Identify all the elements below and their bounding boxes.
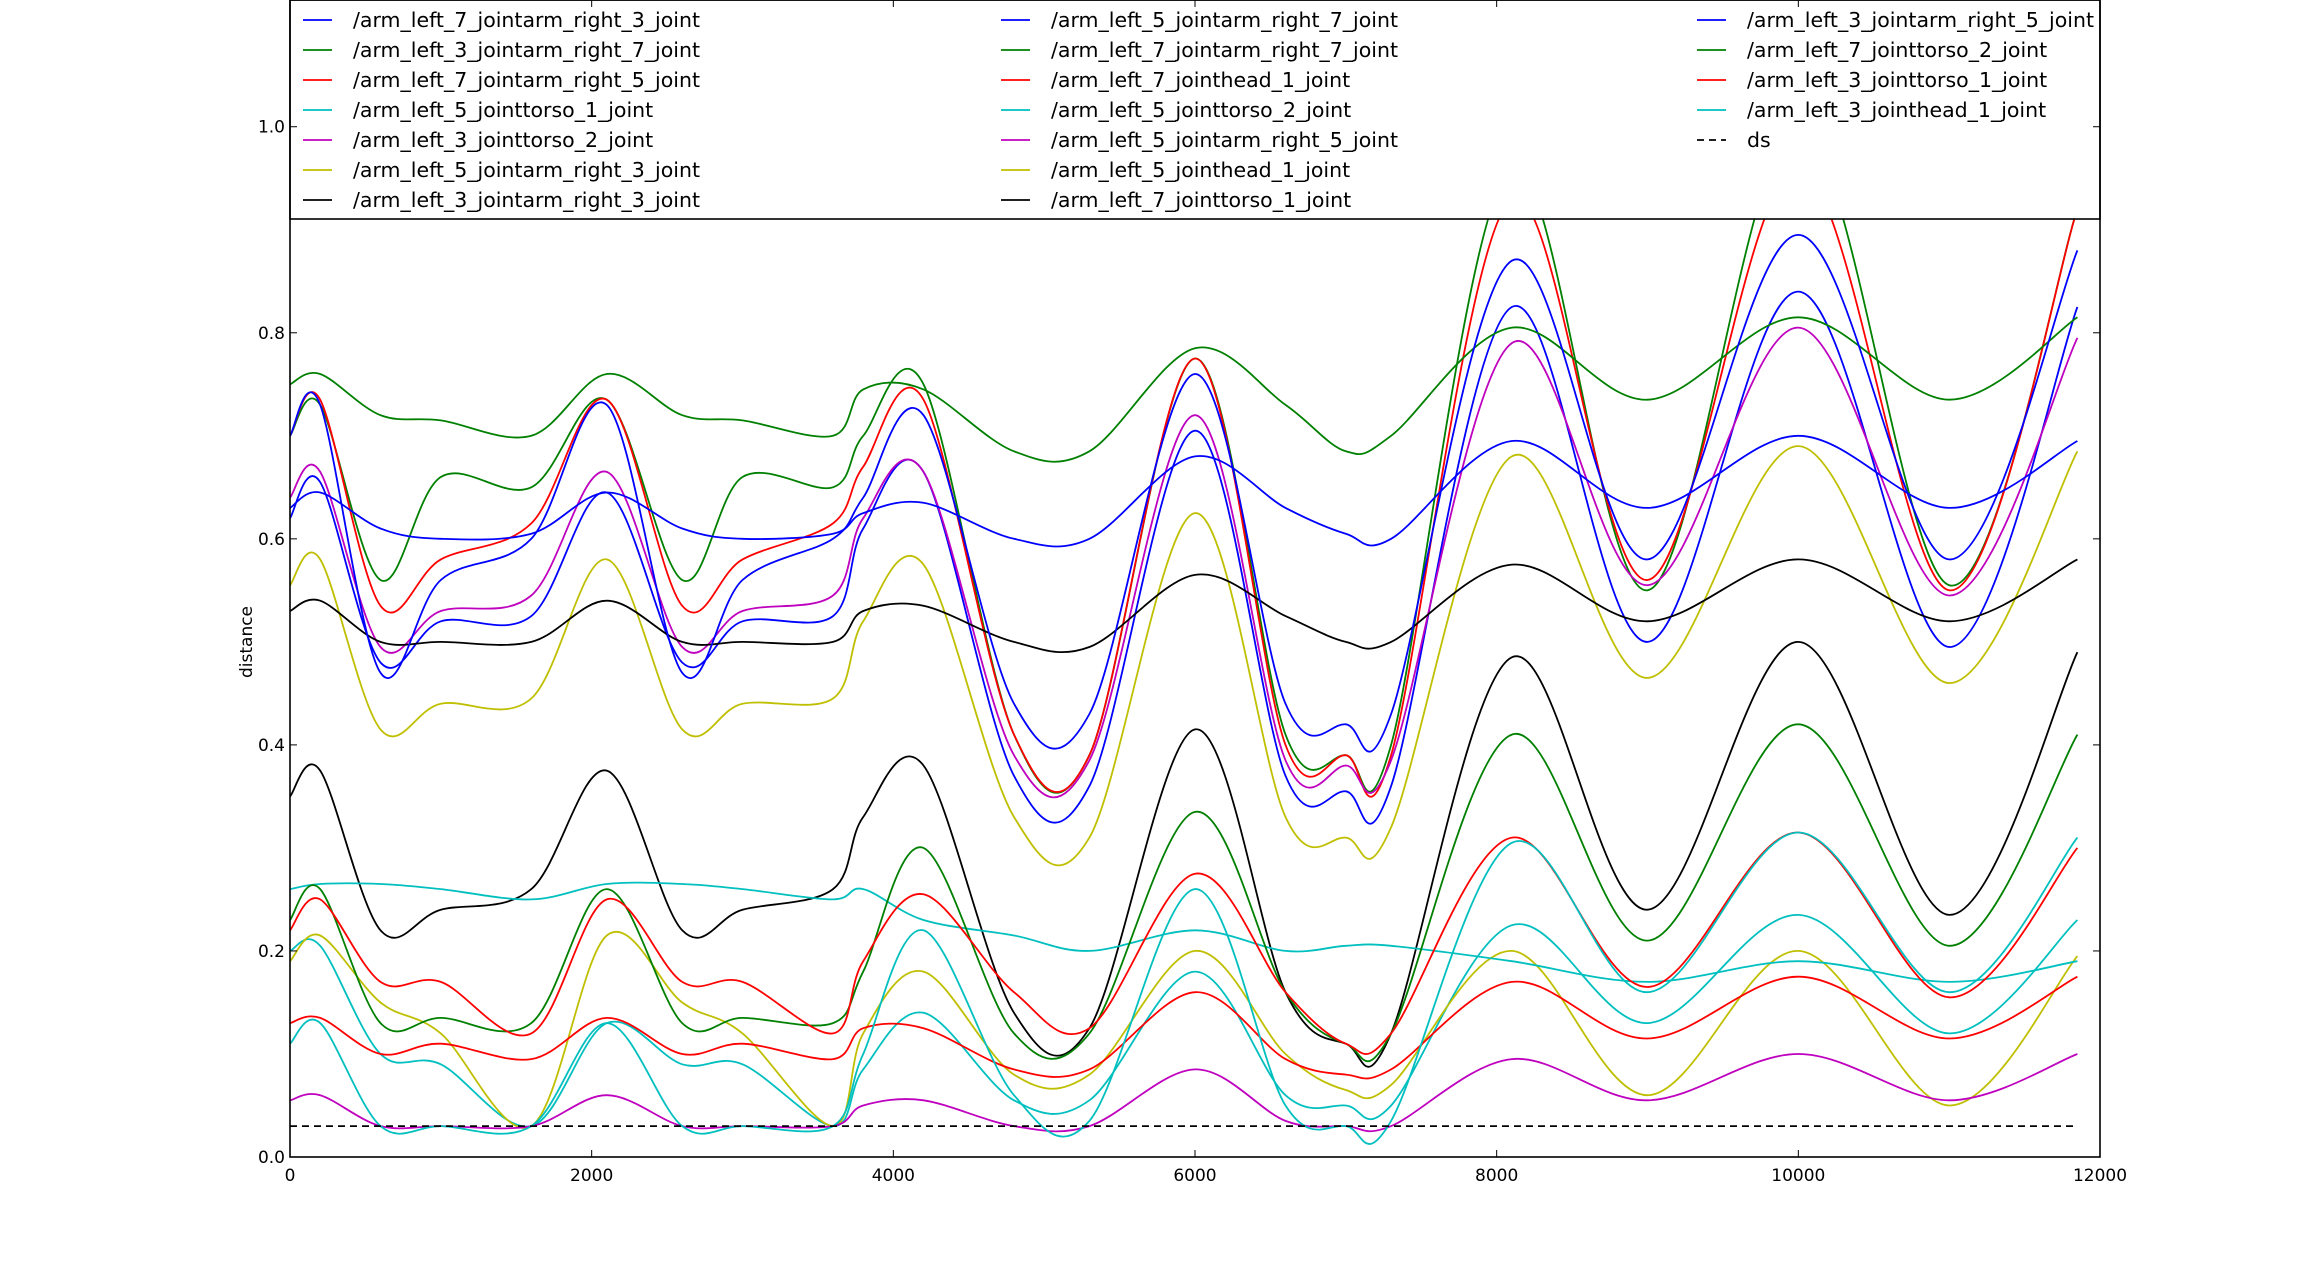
- series-lines: [290, 125, 2079, 1145]
- legend-label-6: /arm_left_5_jointarm_right_3_joint: [353, 158, 700, 183]
- legend-label-2: /arm_left_3_jointarm_right_7_joint: [353, 38, 700, 63]
- y-tick-label: 0.4: [258, 736, 285, 756]
- series-line-9: [290, 316, 2078, 463]
- legend: /arm_left_7_jointarm_right_3_joint/arm_l…: [303, 8, 2094, 213]
- axis-ticks: 0 2000 4000 6000 8000 10000 12000 0.0 0.2 0.4 0.6 0…: [258, 0, 2127, 1186]
- legend-label-9: /arm_left_7_jointarm_right_7_joint: [1051, 38, 1398, 63]
- legend-label-11: /arm_left_5_jointtorso_2_joint: [1051, 98, 1351, 123]
- y-tick-label: 1.0: [258, 118, 285, 138]
- series-line-18: [290, 831, 2079, 1145]
- series-line-5: [290, 326, 2079, 799]
- y-axis-label: distance: [237, 606, 257, 678]
- x-tick-label: 10000: [1771, 1166, 1825, 1186]
- y-tick-label: 0.6: [258, 530, 285, 550]
- x-tick-label: 4000: [872, 1166, 915, 1186]
- legend-label-16: /arm_left_7_jointtorso_2_joint: [1747, 38, 2047, 63]
- x-tick-label: 0: [285, 1166, 296, 1186]
- y-tick-label: 0.2: [258, 942, 285, 962]
- x-tick-label: 2000: [570, 1166, 613, 1186]
- series-line-14: [290, 558, 2078, 654]
- legend-label-10: /arm_left_7_jointhead_1_joint: [1051, 68, 1350, 93]
- x-tick-label: 6000: [1173, 1166, 1216, 1186]
- series-line-11: [290, 881, 2078, 983]
- legend-label-7: /arm_left_3_jointarm_right_3_joint: [353, 188, 700, 213]
- series-line-1: [290, 290, 2079, 825]
- series-line-10: [290, 975, 2078, 1080]
- y-tick-label: 0.0: [258, 1148, 285, 1168]
- legend-label-12: /arm_left_5_jointarm_right_5_joint: [1051, 128, 1398, 153]
- legend-label-3: /arm_left_7_jointarm_right_5_joint: [353, 68, 700, 93]
- legend-label-8: /arm_left_5_jointarm_right_7_joint: [1051, 8, 1398, 33]
- legend-label-15: /arm_left_3_jointarm_right_5_joint: [1747, 8, 2094, 33]
- legend-label-14: /arm_left_7_jointtorso_1_joint: [1051, 188, 1351, 213]
- series-line-16: [290, 723, 2079, 1062]
- legend-label-18: /arm_left_3_jointhead_1_joint: [1747, 98, 2046, 123]
- series-line-15: [290, 233, 2079, 753]
- legend-box: [289, 0, 2101, 220]
- legend-label-4: /arm_left_5_jointtorso_1_joint: [353, 98, 653, 123]
- y-tick-label: 0.8: [258, 324, 285, 344]
- legend-label-17: /arm_left_3_jointtorso_1_joint: [1747, 68, 2047, 93]
- series-line-7: [290, 640, 2079, 1068]
- series-line-3: [290, 166, 2079, 798]
- x-tick-label: 12000: [2073, 1166, 2127, 1186]
- legend-label-13: /arm_left_5_jointhead_1_joint: [1051, 158, 1350, 183]
- series-line-8: [290, 434, 2078, 548]
- x-tick-label: 8000: [1475, 1166, 1518, 1186]
- legend-label-1: /arm_left_7_jointarm_right_3_joint: [353, 8, 700, 33]
- series-line-17: [290, 831, 2079, 1055]
- legend-label-5: /arm_left_3_jointtorso_2_joint: [353, 128, 653, 153]
- series-line-13: [290, 445, 2079, 867]
- legend-label-19: ds: [1747, 128, 1771, 152]
